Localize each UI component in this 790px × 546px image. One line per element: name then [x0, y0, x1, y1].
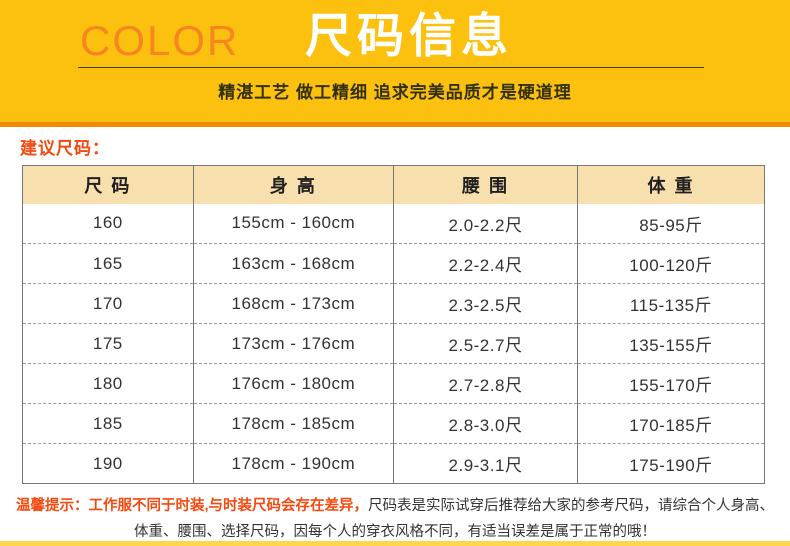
table-cell: 2.5-2.7尺: [392, 323, 578, 364]
table-cell: 2.2-2.4尺: [392, 243, 578, 284]
banner-tagline: 精湛工艺 做工精细 追求完美品质才是硬道理: [218, 83, 572, 102]
table-cell: 173cm - 176cm: [192, 323, 394, 364]
table-cell: 2.9-3.1尺: [392, 443, 578, 484]
table-cell: 170-185斤: [577, 403, 765, 444]
table-body: 160 155cm - 160cm 2.0-2.2尺 85-95斤 165 163cm -…: [22, 203, 765, 484]
note-line1-rest: 尺码表是实际试穿后推荐给大家的参考尺码，请综合个人身高、: [368, 498, 775, 514]
banner-divider-strip: [0, 122, 790, 127]
table-cell: 160: [92, 213, 123, 233]
column-header: 体 重: [577, 165, 765, 204]
table-cell: 185: [22, 403, 194, 444]
table-cell: 2.8-3.0尺: [392, 403, 578, 444]
table-cell: 178cm - 185cm: [192, 403, 394, 444]
table-row: 190 178cm - 190cm 2.9-3.1尺 175-190斤: [22, 443, 765, 484]
table-cell: 85-95斤: [577, 203, 765, 244]
table-row: 160 155cm - 160cm 2.0-2.2尺 85-95斤: [23, 203, 765, 244]
table-cell: 100-120斤: [577, 243, 765, 284]
table-cell: 190: [22, 443, 194, 484]
column-header: 腰 围: [392, 165, 578, 204]
note-text: 温馨提示：工作服不同于时装,与时装尺码会存在差异，尺码表是实际试穿后推荐给大家的…: [14, 493, 776, 545]
column-header: 尺 码: [22, 165, 194, 204]
table-cell: 176cm - 180cm: [192, 363, 394, 404]
brand-logo-text: COLOR: [80, 17, 240, 64]
table-cell: 2.3-2.5尺: [392, 283, 578, 324]
note-highlight: 温馨提示：工作服不同于时装,与时装尺码会存在差异，: [15, 498, 369, 514]
bottom-strip: [0, 541, 790, 546]
page-title: 尺码信息: [305, 9, 513, 62]
table-cell: 155-170斤: [577, 363, 765, 404]
title-underline: [78, 67, 704, 68]
table-cell: 180: [22, 363, 194, 404]
table-cell: 115-135斤: [577, 283, 765, 324]
table-cell: 168cm - 173cm: [192, 283, 394, 324]
table-cell: 170: [22, 283, 194, 324]
size-table: 尺 码身 高腰 围体 重 160 155cm - 160cm 2.0-2.2尺 85-…: [22, 165, 765, 484]
table-cell: 135-155斤: [577, 323, 765, 364]
table-cell: 175-190斤: [577, 443, 765, 484]
table-row: 185 178cm - 185cm 2.8-3.0尺 170-185斤: [22, 403, 765, 444]
table-row: 170 168cm - 173cm 2.3-2.5尺 115-135斤: [22, 283, 765, 324]
section-label: 建议尺码：: [20, 139, 110, 158]
main-content: 建议尺码： 尺 码身 高腰 围体 重 160 155cm - 160cm 2.0-2…: [0, 139, 790, 545]
column-header: 身 高: [192, 165, 394, 204]
table-row: 165 163cm - 168cm 2.2-2.4尺 100-120斤: [22, 243, 765, 284]
table-row: 180 176cm - 180cm 2.7-2.8尺 155-170斤: [22, 363, 765, 404]
note-line2: 体重、腰围、选择尺码，因每个人的穿衣风格不同，有适当误差是属于正常的哦！: [134, 524, 656, 540]
table-cell: 163cm - 168cm: [192, 243, 394, 284]
table-cell: 178cm - 190cm: [192, 443, 394, 484]
table-cell: 155cm - 160cm: [192, 203, 394, 244]
table-cell: 175: [22, 323, 194, 364]
table-header-row: 尺 码身 高腰 围体 重: [22, 165, 765, 204]
table-cell: 165: [22, 243, 194, 284]
table-cell: 2.0-2.2尺: [392, 203, 578, 244]
table-row: 175 173cm - 176cm 2.5-2.7尺 135-155斤: [22, 323, 765, 364]
table-cell: 2.7-2.8尺: [392, 363, 578, 404]
header-banner: COLOR 尺码信息 精湛工艺 做工精细 追求完美品质才是硬道理: [0, 0, 790, 122]
